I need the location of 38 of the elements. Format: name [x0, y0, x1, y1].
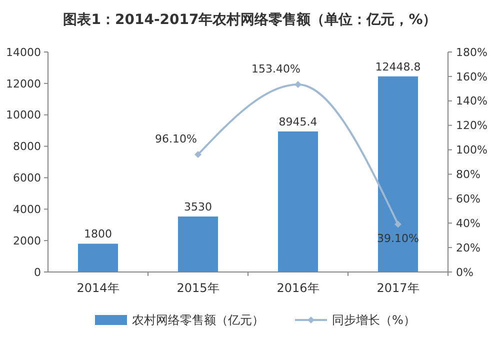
data-label: 153.40% — [252, 62, 300, 76]
point — [394, 220, 402, 228]
x-tick-label: 2015年 — [176, 281, 220, 295]
bar — [78, 244, 118, 272]
y-tick-label: 14000 — [6, 46, 41, 59]
y2-tick-label: 160% — [456, 70, 488, 84]
data-label: 12448.8 — [375, 60, 421, 74]
point — [194, 151, 202, 158]
y-tick-label: 10000 — [6, 108, 41, 122]
y2-tick-label: 20% — [456, 241, 480, 254]
y-tick-label: 0 — [34, 266, 41, 279]
bar — [378, 76, 418, 272]
y-tick-label: 4000 — [13, 202, 41, 216]
y-tick-label: 12000 — [6, 77, 41, 90]
y2-tick-label: 0% — [456, 266, 474, 279]
bar — [178, 216, 218, 272]
y2-tick-label: 60% — [456, 192, 480, 206]
data-label: 96.10% — [155, 132, 197, 146]
y2-tick-label: 80% — [456, 168, 480, 182]
x-tick-label: 2017年 — [376, 281, 420, 295]
y2-tick-label: 120% — [456, 119, 488, 132]
y-tick-label: 2000 — [13, 234, 41, 248]
y-tick-label: 8000 — [13, 140, 41, 154]
point — [294, 81, 302, 88]
y-tick-label: 6000 — [13, 172, 41, 185]
y2-tick-label: 40% — [456, 216, 480, 230]
legend-label: 同步增长（%） — [332, 313, 416, 328]
x-tick-label: 2014年 — [76, 281, 120, 295]
legend-label: 农村网络零售额（亿元） — [132, 313, 264, 328]
data-label: 1800 — [84, 228, 112, 241]
y2-tick-label: 180% — [456, 46, 488, 59]
data-label: 3530 — [184, 200, 212, 214]
data-label: 8945.4 — [278, 115, 318, 128]
y2-tick-label: 140% — [456, 94, 488, 108]
chart-title: 图表1：2014-2017年农村网络零售额（单位：亿元，%） — [63, 11, 437, 28]
x-tick-label: 2016年 — [276, 281, 320, 295]
y2-tick-label: 100% — [456, 144, 488, 157]
bar — [278, 131, 318, 272]
